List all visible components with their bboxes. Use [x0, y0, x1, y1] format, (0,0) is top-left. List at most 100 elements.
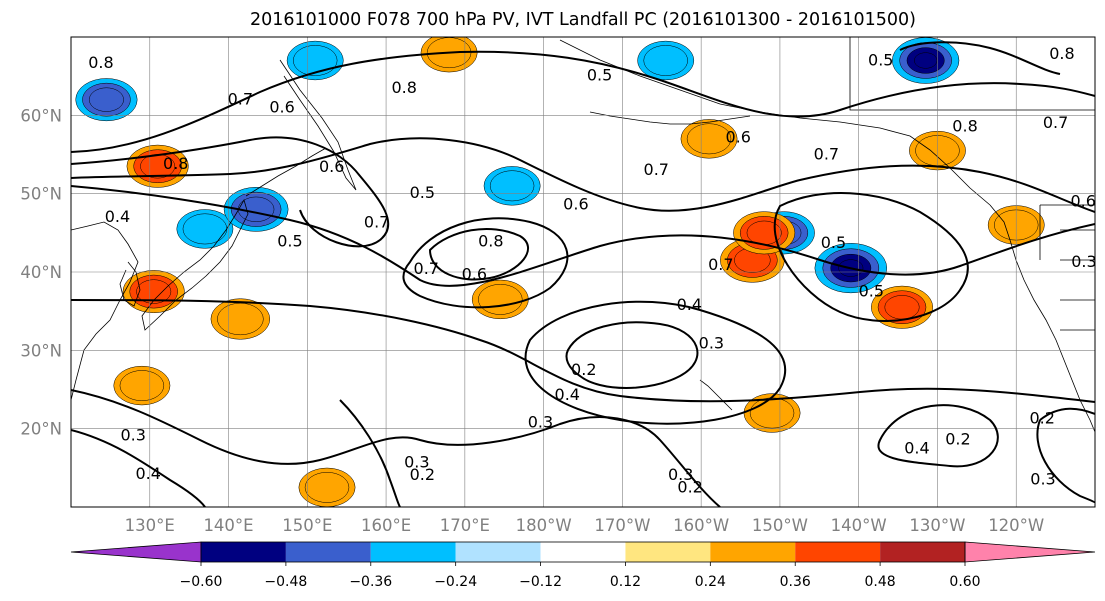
colorbar-segment: [285, 542, 371, 562]
pv-contour-line: [773, 192, 969, 322]
shaded-anomalies: [75, 37, 1045, 507]
pv-contour-line: [402, 217, 569, 309]
contour-label: 0.3: [1030, 470, 1055, 489]
contour-label: 0.4: [677, 295, 702, 314]
state-boundaries: [849, 37, 1095, 331]
lat-tick-label: 30°N: [20, 341, 62, 360]
anomaly-positive-10: [136, 279, 172, 304]
colorbar-extend-max: [964, 541, 1096, 563]
colorbar-tick-label: −0.12: [519, 574, 562, 590]
contour-label: 0.8: [478, 231, 503, 250]
colorbar-segment: [625, 542, 711, 562]
contour-label: 0.4: [135, 464, 160, 483]
pv-contour-line: [71, 136, 390, 248]
lon-tick-label: 170°W: [594, 516, 650, 535]
colorbar-tick-label: −0.60: [180, 574, 223, 590]
anomaly-negative-0: [88, 87, 124, 112]
contour-label: 0.5: [587, 65, 612, 84]
contour-label: 0.6: [319, 157, 344, 176]
pv-contour-line: [71, 299, 1095, 403]
contour-label: 0.2: [571, 360, 596, 379]
map-frame: [70, 36, 1096, 508]
anomaly-positive-21: [749, 397, 795, 429]
lat-tick-label: 20°N: [20, 420, 62, 439]
colorbar-segment: [201, 542, 286, 562]
alaska-coastline: [559, 39, 991, 206]
contour-label: 0.5: [277, 231, 302, 250]
contour-label: 0.7: [414, 259, 439, 278]
pv-contour-line: [71, 137, 1095, 213]
contour-label: 0.3: [528, 412, 553, 431]
lon-tick-label: 170°E: [440, 516, 490, 535]
kamchatka-coastline: [279, 59, 357, 191]
pv-contour-line: [71, 389, 721, 507]
contour-label: 0.7: [228, 90, 253, 109]
anomaly-negative-3: [292, 45, 338, 76]
contour-label: 0.8: [163, 154, 188, 173]
lat-tick-label: 50°N: [20, 185, 62, 204]
contour-label: 0.2: [677, 477, 702, 496]
lat-tick-label: 40°N: [20, 263, 62, 282]
contour-label: 0.3: [699, 333, 724, 352]
colorbar-tick-label: 0.24: [695, 574, 726, 590]
contour-label: 0.7: [814, 145, 839, 164]
anomaly-negative-5: [643, 45, 688, 76]
colorbar-tick-label: −0.36: [349, 574, 392, 590]
contour-label: 0.5: [859, 282, 884, 301]
colorbar-tick-label: 0.36: [780, 574, 811, 590]
lon-tick-label: 140°W: [831, 516, 887, 535]
contour-label: 0.6: [462, 264, 487, 283]
anomaly-positive-11: [217, 302, 264, 336]
colorbar-segment: [710, 542, 796, 562]
contour-label: 0.7: [644, 160, 669, 179]
hawaii-islands: [699, 379, 733, 411]
gridlines: [71, 37, 1095, 507]
contour-label: 0.2: [945, 430, 970, 449]
lon-tick-label: 160°W: [673, 516, 729, 535]
lon-tick-label: 120°W: [988, 516, 1044, 535]
colorbar-segment: [455, 542, 541, 562]
kuril-islands: [245, 147, 327, 197]
anomaly-negative-4: [489, 170, 535, 202]
anomaly-negative-8: [914, 52, 938, 69]
pv-contour-line: [565, 321, 699, 389]
lon-tick-label: 150°W: [752, 516, 808, 535]
contour-label: 0.8: [1049, 44, 1074, 63]
colorbar-tick-label: 0.60: [949, 574, 980, 590]
contour-label: 0.4: [105, 207, 130, 226]
anomaly-positive-17: [884, 295, 920, 320]
contour-label: 0.8: [952, 116, 977, 135]
colorbar-extend-min: [70, 541, 202, 563]
contour-label: 0.4: [555, 385, 580, 404]
contour-label: 0.3: [121, 426, 146, 445]
colorbar-tick-label: −0.48: [264, 574, 307, 590]
contour-label: 0.8: [391, 78, 416, 97]
colorbar-tick-label: 0.12: [610, 574, 641, 590]
pv-contour-line: [71, 50, 1095, 153]
contour-label: 0.6: [269, 98, 294, 117]
asia-coastline: [71, 221, 139, 401]
pv-contour-line: [524, 300, 787, 425]
contour-label: 0.7: [364, 213, 389, 232]
colorbar-tick-label: 0.48: [865, 574, 896, 590]
contour-label: 0.8: [88, 53, 113, 72]
anomaly-positive-12: [119, 370, 165, 401]
contour-label: 0.5: [410, 183, 435, 202]
contour-label: 0.3: [1071, 252, 1096, 271]
contour-label: 0.7: [708, 255, 733, 274]
contour-label: 0.4: [904, 438, 929, 457]
lon-tick-label: 140°E: [203, 516, 253, 535]
colorbar-frame: [200, 541, 966, 563]
latitude-axis-labels: 20°N 30°N 40°N 50°N 60°N: [20, 106, 62, 438]
colorbar-segment: [540, 542, 626, 562]
lon-tick-label: 180°W: [516, 516, 572, 535]
lon-tick-label: 160°E: [361, 516, 411, 535]
chart-title: 2016101000 F078 700 hPa PV, IVT Landfall…: [250, 10, 916, 30]
contour-label: 0.3: [668, 465, 693, 484]
contour-label: 0.3: [404, 452, 429, 471]
pv-contours: [71, 41, 1095, 507]
colorbar-tick-label: −0.24: [434, 574, 477, 590]
lon-tick-label: 130°W: [909, 516, 965, 535]
aleutian-islands: [589, 111, 751, 125]
contour-label: 0.6: [1070, 192, 1095, 211]
